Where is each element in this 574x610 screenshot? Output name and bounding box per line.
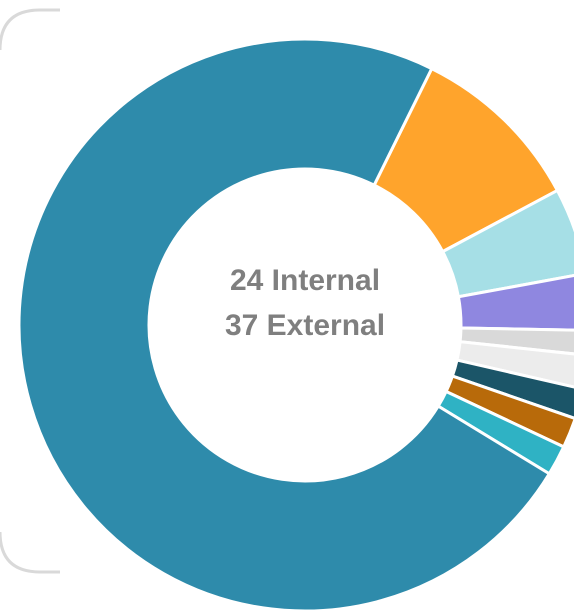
center-label: 24 Internal (230, 264, 380, 297)
frame-edge (0, 8, 60, 51)
slice (441, 188, 574, 299)
frame-edge (0, 531, 60, 574)
center-label: 37 External (225, 309, 385, 342)
donut (17, 37, 574, 610)
slice (17, 37, 551, 610)
